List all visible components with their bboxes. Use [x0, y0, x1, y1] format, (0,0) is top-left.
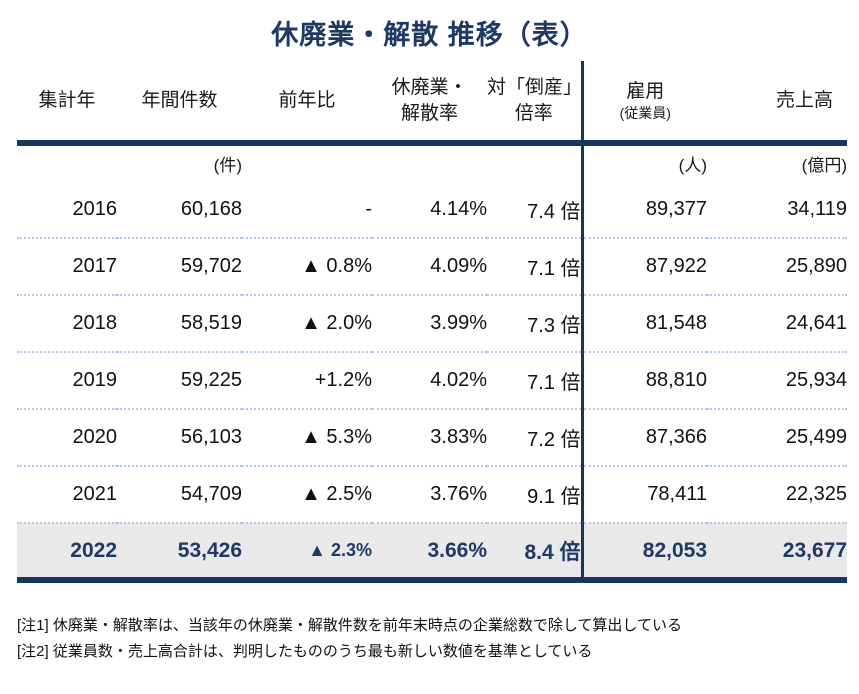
header-annual-count-label: 年間件数	[141, 89, 218, 111]
cell-year: 2016	[17, 181, 117, 239]
cell-employees: 87,922	[580, 238, 707, 296]
units-row: (件) (人) (億円)	[17, 143, 847, 181]
cell-bankruptcy-ratio: 7.1 倍	[487, 238, 582, 296]
cell-annual-count: 60,168	[117, 181, 242, 239]
header-annual-count: 年間件数	[117, 61, 242, 146]
cell-employees: 89,377	[580, 181, 707, 239]
unit-yoy	[242, 143, 372, 181]
table-row-2020: 2020 56,103 ▲ 5.3% 3.83% 7.2 倍 87,366 25…	[17, 409, 847, 467]
cell-year: 2018	[17, 295, 117, 353]
cell-employees: 81,548	[580, 295, 707, 353]
cell-closure-rate: 4.14%	[372, 181, 487, 239]
cell-sales: 24,641	[707, 295, 847, 353]
header-bankruptcy-ratio-line1: 対「倒産」	[487, 76, 583, 98]
cell-yoy: ▲ 5.3%	[242, 409, 372, 467]
header-closure-rate: 休廃業・ 解散率	[372, 61, 487, 146]
header-closure-rate-line2: 解散率	[400, 102, 458, 124]
header-closure-rate-line1: 休廃業・	[391, 76, 468, 98]
cell-annual-count: 59,225	[117, 352, 242, 410]
table-header-row: 集計年 年間件数 前年比 休廃業・ 解散率 対「倒産」 倍率 雇用	[17, 61, 847, 146]
cell-sales: 22,325	[707, 466, 847, 524]
cell-employees: 82,053	[580, 523, 707, 583]
closure-dissolution-trend-table: 集計年 年間件数 前年比 休廃業・ 解散率 対「倒産」 倍率 雇用	[17, 61, 847, 583]
table-row-2016: 2016 60,168 - 4.14% 7.4 倍 89,377 34,119	[17, 181, 847, 239]
unit-employees: (人)	[580, 143, 707, 181]
header-employment-sub: (従業員)	[619, 104, 671, 121]
footnote-2: [注2] 従業員数・売上高合計は、判明したもののうち最も新しい数値を基準としてい…	[17, 642, 593, 660]
unit-ratio	[487, 143, 582, 181]
cell-sales: 34,119	[707, 181, 847, 239]
cell-annual-count: 53,426	[117, 523, 242, 583]
cell-employees: 87,366	[580, 409, 707, 467]
cell-yoy: -	[242, 181, 372, 239]
cell-sales: 25,934	[707, 352, 847, 410]
cell-annual-count: 58,519	[117, 295, 242, 353]
table-row-2022-highlighted: 2022 53,426 ▲ 2.3% 3.66% 8.4 倍 82,053 23…	[17, 523, 847, 583]
unit-year	[17, 143, 117, 181]
footnote-1: [注1] 休廃業・解散率は、当該年の休廃業・解散件数を前年末時点の企業総数で除し…	[17, 617, 682, 634]
cell-year: 2022	[17, 523, 117, 583]
unit-count: (件)	[213, 156, 242, 175]
header-year-label: 集計年	[38, 89, 96, 111]
cell-closure-rate: 3.66%	[372, 523, 487, 583]
table-row-2018: 2018 58,519 ▲ 2.0% 3.99% 7.3 倍 81,548 24…	[17, 295, 847, 353]
cell-closure-rate: 3.99%	[372, 295, 487, 353]
header-sales-label: 売上高	[775, 89, 833, 111]
header-yoy: 前年比	[242, 61, 372, 146]
cell-yoy: ▲ 2.3%	[242, 523, 372, 583]
cell-employees: 88,810	[580, 352, 707, 410]
cell-employees: 78,411	[580, 466, 707, 524]
header-yoy-label: 前年比	[278, 89, 336, 111]
table-row-2017: 2017 59,702 ▲ 0.8% 4.09% 7.1 倍 87,922 25…	[17, 238, 847, 296]
header-employment: 雇用 (従業員)	[580, 61, 707, 146]
unit-rate	[372, 143, 487, 181]
footnotes: [注1] 休廃業・解散率は、当該年の休廃業・解散件数を前年末時点の企業総数で除し…	[17, 613, 859, 664]
cell-bankruptcy-ratio: 9.1 倍	[487, 466, 582, 524]
cell-year: 2017	[17, 238, 117, 296]
table-row-2019: 2019 59,225 +1.2% 4.02% 7.1 倍 88,810 25,…	[17, 352, 847, 410]
cell-yoy: ▲ 2.0%	[242, 295, 372, 353]
cell-closure-rate: 4.02%	[372, 352, 487, 410]
cell-closure-rate: 4.09%	[372, 238, 487, 296]
cell-closure-rate: 3.76%	[372, 466, 487, 524]
cell-annual-count: 56,103	[117, 409, 242, 467]
cell-sales: 25,890	[707, 238, 847, 296]
header-sales: 売上高	[707, 61, 847, 146]
cell-yoy: ▲ 0.8%	[242, 238, 372, 296]
cell-bankruptcy-ratio: 7.2 倍	[487, 409, 582, 467]
cell-yoy: ▲ 2.5%	[242, 466, 372, 524]
header-employment-line1: 雇用	[626, 81, 665, 103]
header-bankruptcy-ratio: 対「倒産」 倍率	[487, 61, 583, 146]
cell-bankruptcy-ratio: 7.4 倍	[487, 181, 582, 239]
unit-sales: (億円)	[801, 156, 847, 175]
cell-bankruptcy-ratio: 8.4 倍	[487, 523, 582, 583]
table-row-2021: 2021 54,709 ▲ 2.5% 3.76% 9.1 倍 78,411 22…	[17, 466, 847, 524]
cell-year: 2021	[17, 466, 117, 524]
cell-bankruptcy-ratio: 7.1 倍	[487, 352, 582, 410]
cell-closure-rate: 3.83%	[372, 409, 487, 467]
cell-sales: 25,499	[707, 409, 847, 467]
cell-bankruptcy-ratio: 7.3 倍	[487, 295, 582, 353]
cell-annual-count: 59,702	[117, 238, 242, 296]
header-year: 集計年	[17, 61, 117, 146]
cell-annual-count: 54,709	[117, 466, 242, 524]
cell-year: 2019	[17, 352, 117, 410]
header-bankruptcy-ratio-line2: 倍率	[514, 102, 553, 124]
cell-year: 2020	[17, 409, 117, 467]
cell-sales: 23,677	[707, 523, 847, 583]
page-title: 休廃業・解散 推移（表）	[271, 20, 588, 50]
cell-yoy: +1.2%	[242, 352, 372, 410]
